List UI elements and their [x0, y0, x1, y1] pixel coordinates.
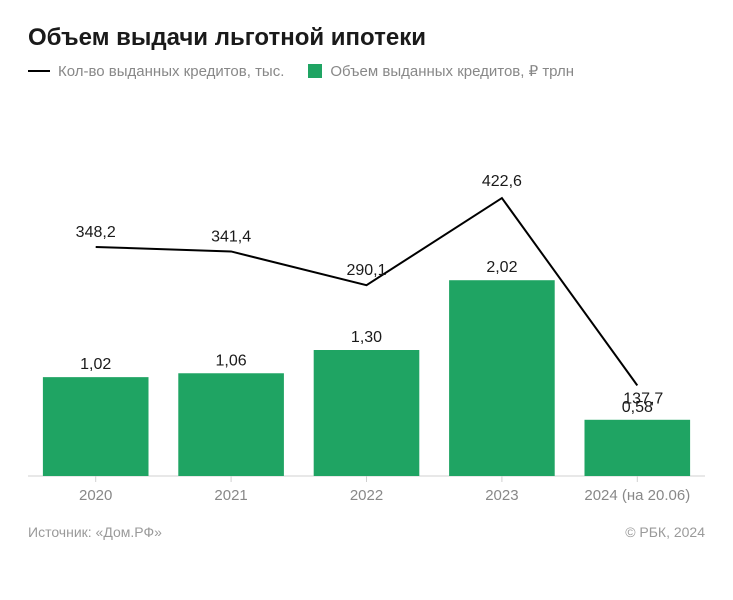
- chart-area: 1,0220201,0620211,3020222,0220230,582024…: [28, 88, 705, 518]
- bar: [449, 280, 555, 476]
- legend-item-line: Кол-во выданных кредитов, тыс.: [28, 63, 284, 80]
- legend-bar-swatch: [308, 64, 322, 78]
- bar-value-label: 2,02: [486, 259, 517, 276]
- legend-line-swatch: [28, 70, 50, 72]
- footer: Источник: «Дом.РФ» © РБК, 2024: [28, 524, 705, 540]
- legend-item-bar: Объем выданных кредитов, ₽ трлн: [308, 62, 574, 80]
- bar-value-label: 1,30: [351, 329, 382, 346]
- x-axis-label: 2020: [79, 487, 112, 504]
- footer-source: Источник: «Дом.РФ»: [28, 524, 162, 540]
- chart-svg: 1,0220201,0620211,3020222,0220230,582024…: [28, 88, 705, 518]
- line-value-label: 422,6: [482, 173, 522, 190]
- line-value-label: 341,4: [211, 228, 251, 245]
- line-value-label: 348,2: [76, 224, 116, 241]
- bar: [584, 420, 690, 476]
- legend: Кол-во выданных кредитов, тыс. Объем выд…: [28, 62, 705, 80]
- bar-value-label: 1,02: [80, 356, 111, 373]
- legend-bar-label: Объем выданных кредитов, ₽ трлн: [330, 62, 574, 80]
- line-value-label: 137,7: [623, 390, 663, 407]
- x-axis-label: 2024 (на 20.06): [584, 487, 690, 504]
- line-value-label: 290,1: [346, 262, 386, 279]
- x-axis-label: 2021: [214, 487, 247, 504]
- chart-title: Объем выдачи льготной ипотеки: [28, 24, 705, 52]
- bar: [43, 377, 149, 476]
- bar-value-label: 1,06: [216, 352, 247, 369]
- bar: [314, 350, 420, 476]
- x-axis-label: 2023: [485, 487, 518, 504]
- legend-line-label: Кол-во выданных кредитов, тыс.: [58, 63, 284, 80]
- bar: [178, 373, 284, 476]
- x-axis-label: 2022: [350, 487, 383, 504]
- footer-credit: © РБК, 2024: [625, 524, 705, 540]
